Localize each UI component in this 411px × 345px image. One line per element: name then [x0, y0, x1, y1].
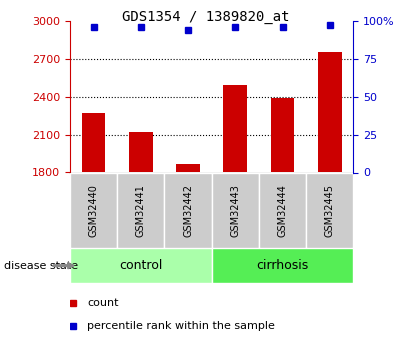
Bar [318, 52, 342, 172]
Text: GSM32440: GSM32440 [88, 184, 99, 237]
Text: percentile rank within the sample: percentile rank within the sample [87, 321, 275, 331]
Text: control: control [119, 259, 162, 272]
Bar [70, 172, 117, 248]
Bar [212, 248, 353, 283]
Bar [259, 172, 306, 248]
Bar [82, 113, 105, 172]
Bar [224, 85, 247, 172]
Bar [117, 172, 164, 248]
Bar [306, 172, 353, 248]
Text: GSM32442: GSM32442 [183, 184, 193, 237]
Bar [176, 164, 200, 172]
Text: GSM32445: GSM32445 [325, 184, 335, 237]
Bar [271, 98, 294, 172]
Bar [129, 132, 152, 172]
Bar [164, 172, 212, 248]
Bar [212, 172, 259, 248]
Text: GDS1354 / 1389820_at: GDS1354 / 1389820_at [122, 10, 289, 24]
Bar [70, 248, 212, 283]
Text: GSM32441: GSM32441 [136, 184, 146, 237]
Text: GSM32444: GSM32444 [277, 184, 288, 237]
Text: count: count [87, 298, 118, 308]
Text: disease state: disease state [4, 261, 78, 270]
Text: GSM32443: GSM32443 [230, 184, 240, 237]
Text: cirrhosis: cirrhosis [256, 259, 309, 272]
